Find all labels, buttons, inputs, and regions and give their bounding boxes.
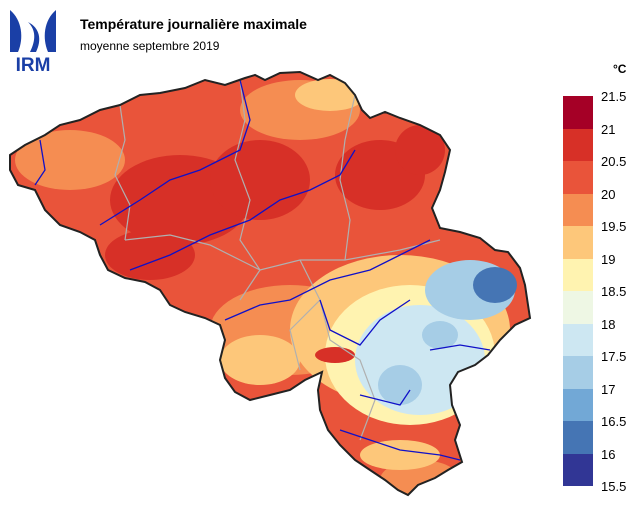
legend-label: 20.5: [601, 154, 627, 169]
legend-swatch: [563, 193, 593, 226]
legend-label: 17.5: [601, 349, 627, 364]
legend-unit: °C: [613, 62, 627, 76]
province-borders: [114, 79, 441, 441]
legend-swatch: [563, 388, 593, 421]
logo-right-wing: [44, 10, 56, 52]
colder-zone-ardennes: [378, 365, 422, 405]
legend-label: 20: [601, 186, 616, 202]
logo-text: IRM: [16, 55, 51, 74]
legend-swatch: [563, 258, 593, 291]
country-border: [9, 70, 532, 497]
cool-zone-gaume: [360, 440, 440, 470]
legend-swatch: [563, 96, 593, 129]
legend-swatch: [563, 128, 593, 161]
legend-label: 16: [601, 446, 616, 462]
logo-center: [28, 22, 40, 52]
map-title: Température journalière maximale: [80, 16, 307, 32]
legend-swatch: [563, 226, 593, 259]
legend-swatch: [563, 161, 593, 194]
legend-swatch: [563, 323, 593, 356]
legend-label: 19: [601, 251, 616, 267]
legend-label: 18.5: [601, 284, 627, 299]
map-subtitle: moyenne septembre 2019: [80, 39, 220, 53]
logo-left-wing: [10, 10, 22, 52]
legend-label: 19.5: [601, 219, 627, 234]
color-legend: 21.5 21 20.5 20 19.5 19 18.5 18 17.5 17 16.5 16 15.5: [563, 89, 635, 496]
legend-label: 16.5: [601, 414, 627, 429]
legend-label: 21: [601, 121, 616, 137]
legend-label: 18: [601, 316, 616, 332]
legend-swatch: [563, 291, 593, 324]
legend-swatch: [563, 421, 593, 454]
mild-zone-coast: [15, 130, 125, 190]
legend-label: 21.5: [601, 89, 627, 104]
cool-zone-ardennes-west: [220, 335, 300, 385]
legend-label: 17: [601, 381, 616, 397]
colder-zone-lesse: [422, 321, 458, 349]
irm-logo: IRM: [10, 10, 56, 74]
legend-swatch: [563, 453, 593, 486]
hot-zone-north: [395, 125, 445, 175]
temperature-map: [9, 70, 532, 497]
coldest-zone-highfens: [473, 267, 517, 303]
hot-zone-center: [210, 140, 310, 220]
rivers: [34, 79, 491, 461]
hot-zone-meuse: [315, 347, 355, 363]
legend-label: 15.5: [601, 479, 627, 494]
hot-zone-southwest: [105, 230, 195, 280]
legend-swatch: [563, 356, 593, 389]
